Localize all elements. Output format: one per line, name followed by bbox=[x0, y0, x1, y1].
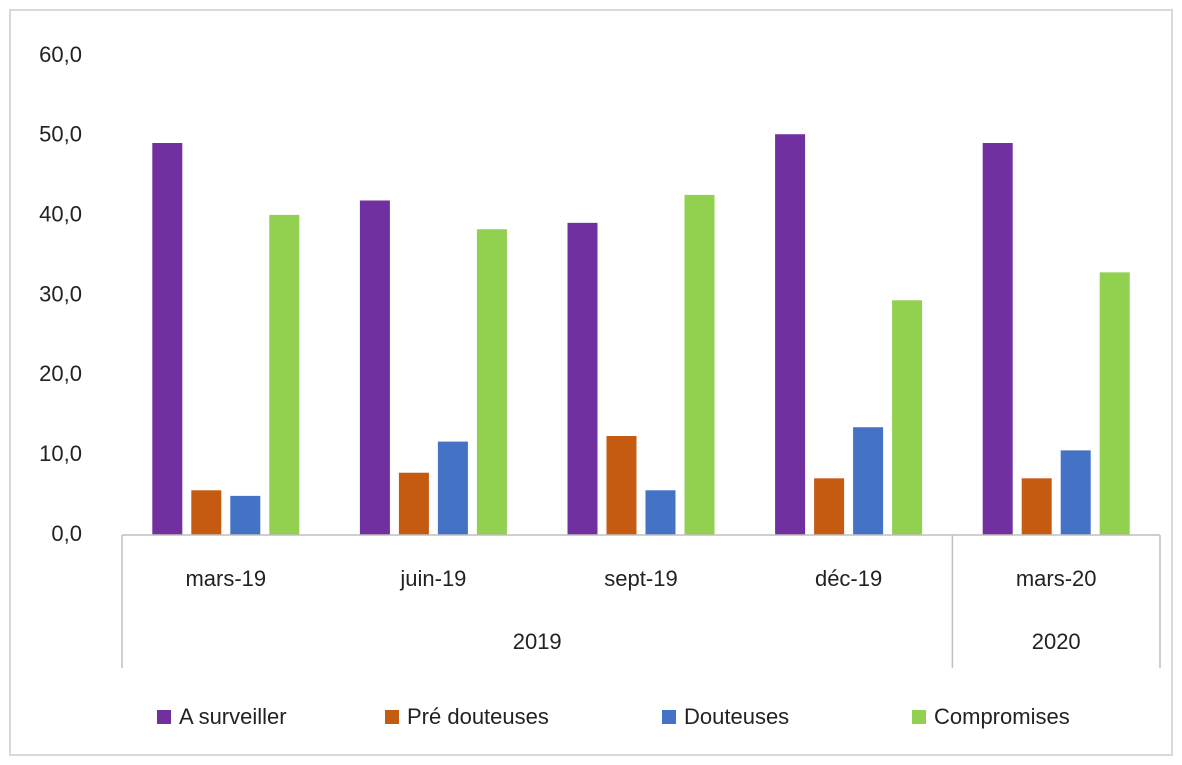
legend-label: Pré douteuses bbox=[407, 704, 549, 729]
bar bbox=[1099, 272, 1130, 535]
x-tick-label: juin-19 bbox=[399, 566, 466, 591]
legend-label: A surveiller bbox=[179, 704, 287, 729]
y-tick-label: 40,0 bbox=[39, 201, 82, 226]
bar bbox=[684, 194, 715, 535]
legend-swatch bbox=[912, 710, 926, 724]
bar bbox=[1021, 478, 1052, 535]
bar bbox=[476, 229, 507, 535]
legend-swatch bbox=[157, 710, 171, 724]
bar bbox=[269, 214, 300, 535]
x-group-label: 2020 bbox=[1032, 629, 1081, 654]
y-tick-label: 20,0 bbox=[39, 361, 82, 386]
legend-swatch bbox=[662, 710, 676, 724]
bar bbox=[398, 472, 429, 535]
bar bbox=[191, 490, 222, 535]
y-tick-label: 0,0 bbox=[51, 521, 82, 546]
legend-label: Compromises bbox=[934, 704, 1070, 729]
bar bbox=[892, 300, 923, 535]
x-tick-label: mars-19 bbox=[185, 566, 266, 591]
bar bbox=[230, 495, 261, 535]
x-tick-label: déc-19 bbox=[815, 566, 882, 591]
bar bbox=[567, 222, 598, 535]
y-tick-label: 60,0 bbox=[39, 42, 82, 67]
y-tick-label: 50,0 bbox=[39, 122, 82, 147]
y-tick-label: 30,0 bbox=[39, 281, 82, 306]
bar bbox=[152, 143, 183, 536]
x-tick-label: mars-20 bbox=[1016, 566, 1097, 591]
bar bbox=[853, 427, 884, 535]
bar bbox=[1060, 450, 1091, 535]
bar bbox=[606, 436, 637, 535]
x-group-label: 2019 bbox=[513, 629, 562, 654]
bar bbox=[982, 143, 1013, 536]
y-tick-label: 10,0 bbox=[39, 441, 82, 466]
bar bbox=[645, 490, 676, 535]
legend-label: Douteuses bbox=[684, 704, 789, 729]
bar bbox=[437, 441, 468, 535]
bar bbox=[359, 200, 390, 535]
legend-swatch bbox=[385, 710, 399, 724]
x-tick-label: sept-19 bbox=[604, 566, 677, 591]
bar bbox=[814, 478, 845, 535]
bar bbox=[775, 134, 806, 535]
